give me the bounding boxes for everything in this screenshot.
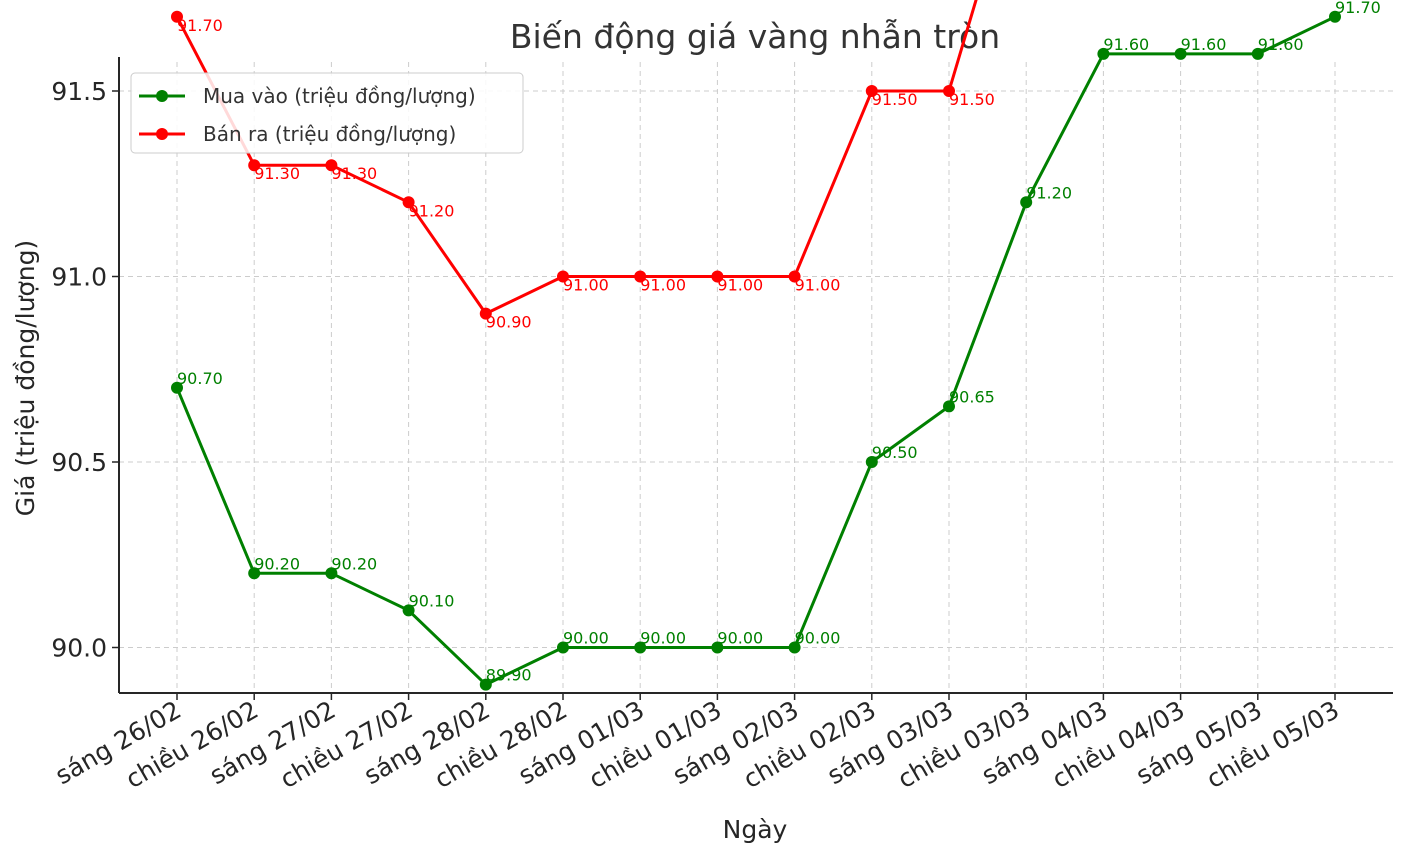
legend: Mua vào (triệu đồng/lượng) Bán ra (triệu …	[130, 72, 524, 154]
chart-title: Biến động giá vàng nhẫn tròn	[510, 17, 1000, 56]
data-point-buy	[1329, 10, 1341, 23]
data-label-sell: 91.20	[409, 201, 455, 220]
data-point-sell	[634, 270, 647, 283]
x-axis-label: Ngày	[723, 815, 788, 844]
data-point-buy	[788, 641, 801, 654]
data-point-buy	[1174, 47, 1187, 60]
data-point-buy	[171, 381, 183, 394]
data-label-sell: 91.50	[872, 90, 918, 109]
data-point-buy	[1097, 47, 1110, 60]
data-point-buy	[1020, 196, 1033, 209]
data-point-buy	[479, 678, 492, 691]
data-point-sell	[325, 159, 338, 172]
data-point-sell	[402, 196, 415, 209]
data-point-sell	[171, 10, 183, 23]
data-label-sell: 91.00	[563, 276, 609, 295]
data-point-buy	[248, 567, 261, 580]
y-tick-label: 91.0	[51, 263, 107, 292]
data-point-buy	[557, 641, 569, 654]
series-layer: 90.70 90.20 90.20 90.10 89.90 90.00 90.00 90.00…	[171, 0, 1381, 691]
data-point-buy	[634, 641, 647, 654]
legend-label-buy: Mua vào (triệu đồng/lượng)	[203, 84, 476, 108]
data-label-buy: 91.60	[1258, 35, 1304, 54]
data-label-buy: 91.70	[1335, 0, 1381, 17]
data-label-buy: 90.10	[409, 591, 455, 610]
data-point-buy	[943, 400, 955, 413]
series-line-sell	[175, 0, 978, 316]
data-label-buy: 91.60	[1181, 35, 1227, 54]
grid	[119, 62, 1393, 693]
data-label-buy: 90.00	[563, 629, 609, 648]
y-tick-label: 90.0	[51, 634, 107, 663]
data-label-buy: 91.60	[1103, 35, 1149, 54]
data-label-sell: 91.50	[949, 90, 995, 109]
data-label-buy: 90.00	[795, 629, 841, 648]
data-label-buy: 90.50	[872, 443, 918, 462]
data-label-sell: 91.00	[717, 276, 763, 295]
data-label-buy: 90.20	[254, 554, 300, 573]
data-point-sell	[248, 159, 261, 172]
legend-marker-sell	[156, 128, 168, 140]
data-label-buy: 90.00	[640, 629, 686, 648]
data-point-buy	[1251, 47, 1264, 60]
data-label-buy: 91.20	[1026, 183, 1072, 202]
data-point-sell	[788, 270, 801, 283]
y-axis-label: Giá (triệu đồng/lượng)	[11, 240, 40, 516]
data-point-sell	[557, 270, 569, 283]
data-label-buy: 90.70	[177, 369, 223, 388]
data-label-sell: 91.00	[795, 276, 841, 295]
data-label-sell: 91.70	[177, 16, 223, 35]
data-point-buy	[325, 567, 338, 580]
data-point-buy	[865, 456, 878, 468]
data-point-sell	[943, 85, 955, 97]
data-label-sell: 90.90	[486, 313, 532, 332]
data-point-sell	[711, 270, 724, 283]
y-tick-label: 90.5	[51, 448, 107, 477]
data-label-sell: 91.30	[254, 164, 300, 183]
y-tick-label: 91.5	[51, 77, 107, 106]
data-point-buy	[402, 604, 415, 617]
legend-label-sell: Bán ra (triệu đồng/lượng)	[203, 122, 456, 146]
legend-box	[130, 72, 524, 154]
data-label-buy: 90.20	[331, 554, 377, 573]
data-point-sell	[865, 85, 878, 97]
data-label-buy: 90.00	[717, 629, 763, 648]
data-label-sell: 91.00	[640, 276, 686, 295]
y-axis-ticks: 90.090.591.091.592.092.593.0	[51, 77, 119, 663]
data-point-buy	[711, 641, 724, 654]
data-point-sell	[479, 307, 492, 320]
data-label-buy: 90.65	[949, 387, 995, 406]
data-label-buy: 89.90	[486, 666, 532, 685]
legend-marker-buy	[156, 90, 168, 102]
series-line-buy	[175, 15, 1336, 687]
data-label-sell: 91.30	[331, 164, 377, 183]
